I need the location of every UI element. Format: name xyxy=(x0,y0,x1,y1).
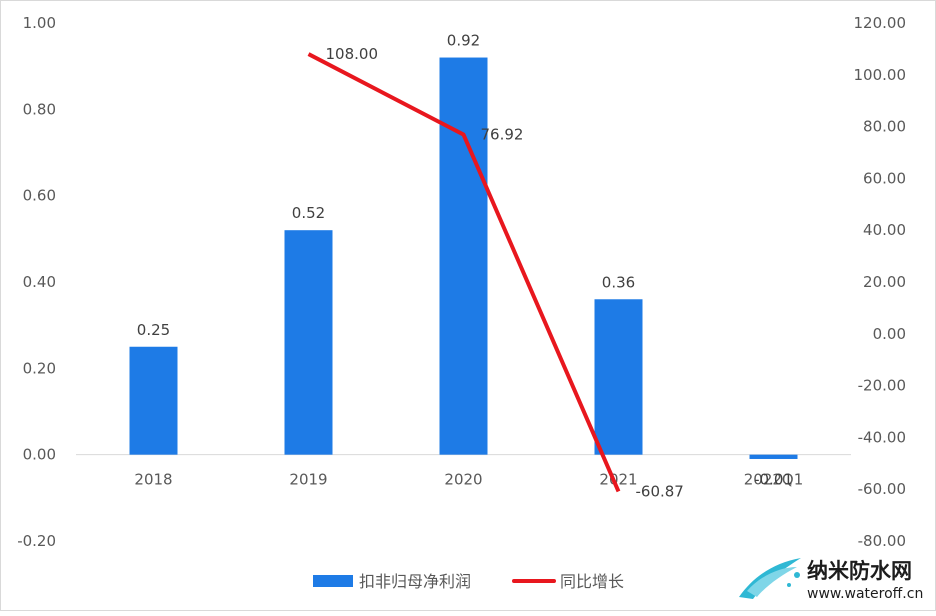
watermark-title: 纳米防水网 xyxy=(807,559,912,583)
bar xyxy=(439,57,488,455)
bar xyxy=(594,299,643,455)
bar-data-label: 0.92 xyxy=(447,32,480,50)
right-axis-tick-label: -20.00 xyxy=(858,377,906,395)
x-axis: 2018 2019 2020 2021 2022Q1 xyxy=(134,471,803,489)
bar xyxy=(129,346,178,455)
right-axis-tick-label: -80.00 xyxy=(858,532,906,550)
line-data-label: -60.87 xyxy=(636,482,684,500)
bar-data-labels: 0.25 0.52 0.92 0.36 -0.01 xyxy=(137,32,793,489)
x-axis-tick-label: 2018 xyxy=(134,471,172,489)
right-axis-tick-label: 20.00 xyxy=(863,273,906,291)
x-axis-tick-label: 2022Q1 xyxy=(744,471,804,489)
left-axis-tick-label: 0.60 xyxy=(23,187,56,205)
line-data-label: 76.92 xyxy=(481,126,524,144)
right-axis-tick-label: 40.00 xyxy=(863,221,906,239)
right-axis-tick-label: -40.00 xyxy=(858,428,906,446)
line-data-label: 108.00 xyxy=(326,45,379,63)
bar-data-label: 0.36 xyxy=(602,273,635,291)
left-axis-tick-label: 0.20 xyxy=(23,359,56,377)
right-axis-tick-label: 120.00 xyxy=(854,14,907,32)
growth-line xyxy=(307,52,621,493)
right-axis-tick-label: 100.00 xyxy=(854,66,907,84)
x-axis-tick-label: 2019 xyxy=(289,471,327,489)
watermark-url: www.wateroff.cn xyxy=(807,586,923,602)
legend-line-label: 同比增长 xyxy=(560,572,624,591)
bar-data-label: 0.52 xyxy=(292,204,325,222)
bar-data-label: 0.25 xyxy=(137,321,170,339)
right-axis: -80.00 -60.00 -40.00 -20.00 0.00 20.00 40.00 60… xyxy=(854,14,907,550)
left-axis-tick-label: 0.80 xyxy=(23,100,56,118)
right-axis-tick-label: -60.00 xyxy=(858,480,906,498)
bar-series xyxy=(129,57,798,459)
left-axis-tick-label: -0.20 xyxy=(17,532,56,550)
bar xyxy=(749,454,798,459)
bar-data-label: -0.01 xyxy=(754,471,793,489)
left-axis-tick-label: 0.40 xyxy=(23,273,56,291)
watermark: 纳米防水网 www.wateroff.cn xyxy=(739,558,923,602)
left-axis-tick-label: 1.00 xyxy=(23,14,56,32)
right-axis-tick-label: 60.00 xyxy=(863,169,906,187)
x-axis-tick-label: 2020 xyxy=(444,471,482,489)
legend: 扣非归母净利润 同比增长 xyxy=(313,572,624,591)
x-axis-tick-label: 2021 xyxy=(599,471,637,489)
legend-bar-label: 扣非归母净利润 xyxy=(359,572,471,591)
legend-bar-swatch xyxy=(313,575,353,587)
left-axis: -0.20 0.00 0.20 0.40 0.60 0.80 1.00 xyxy=(17,14,56,550)
right-axis-tick-label: 0.00 xyxy=(873,325,906,343)
left-axis-tick-label: 0.00 xyxy=(23,446,56,464)
line-series xyxy=(307,52,621,493)
line-data-labels: 108.00 76.92 -60.87 xyxy=(326,45,684,500)
water-splash-logo-icon xyxy=(739,558,801,599)
right-axis-tick-label: 80.00 xyxy=(863,118,906,136)
bar xyxy=(284,230,333,455)
